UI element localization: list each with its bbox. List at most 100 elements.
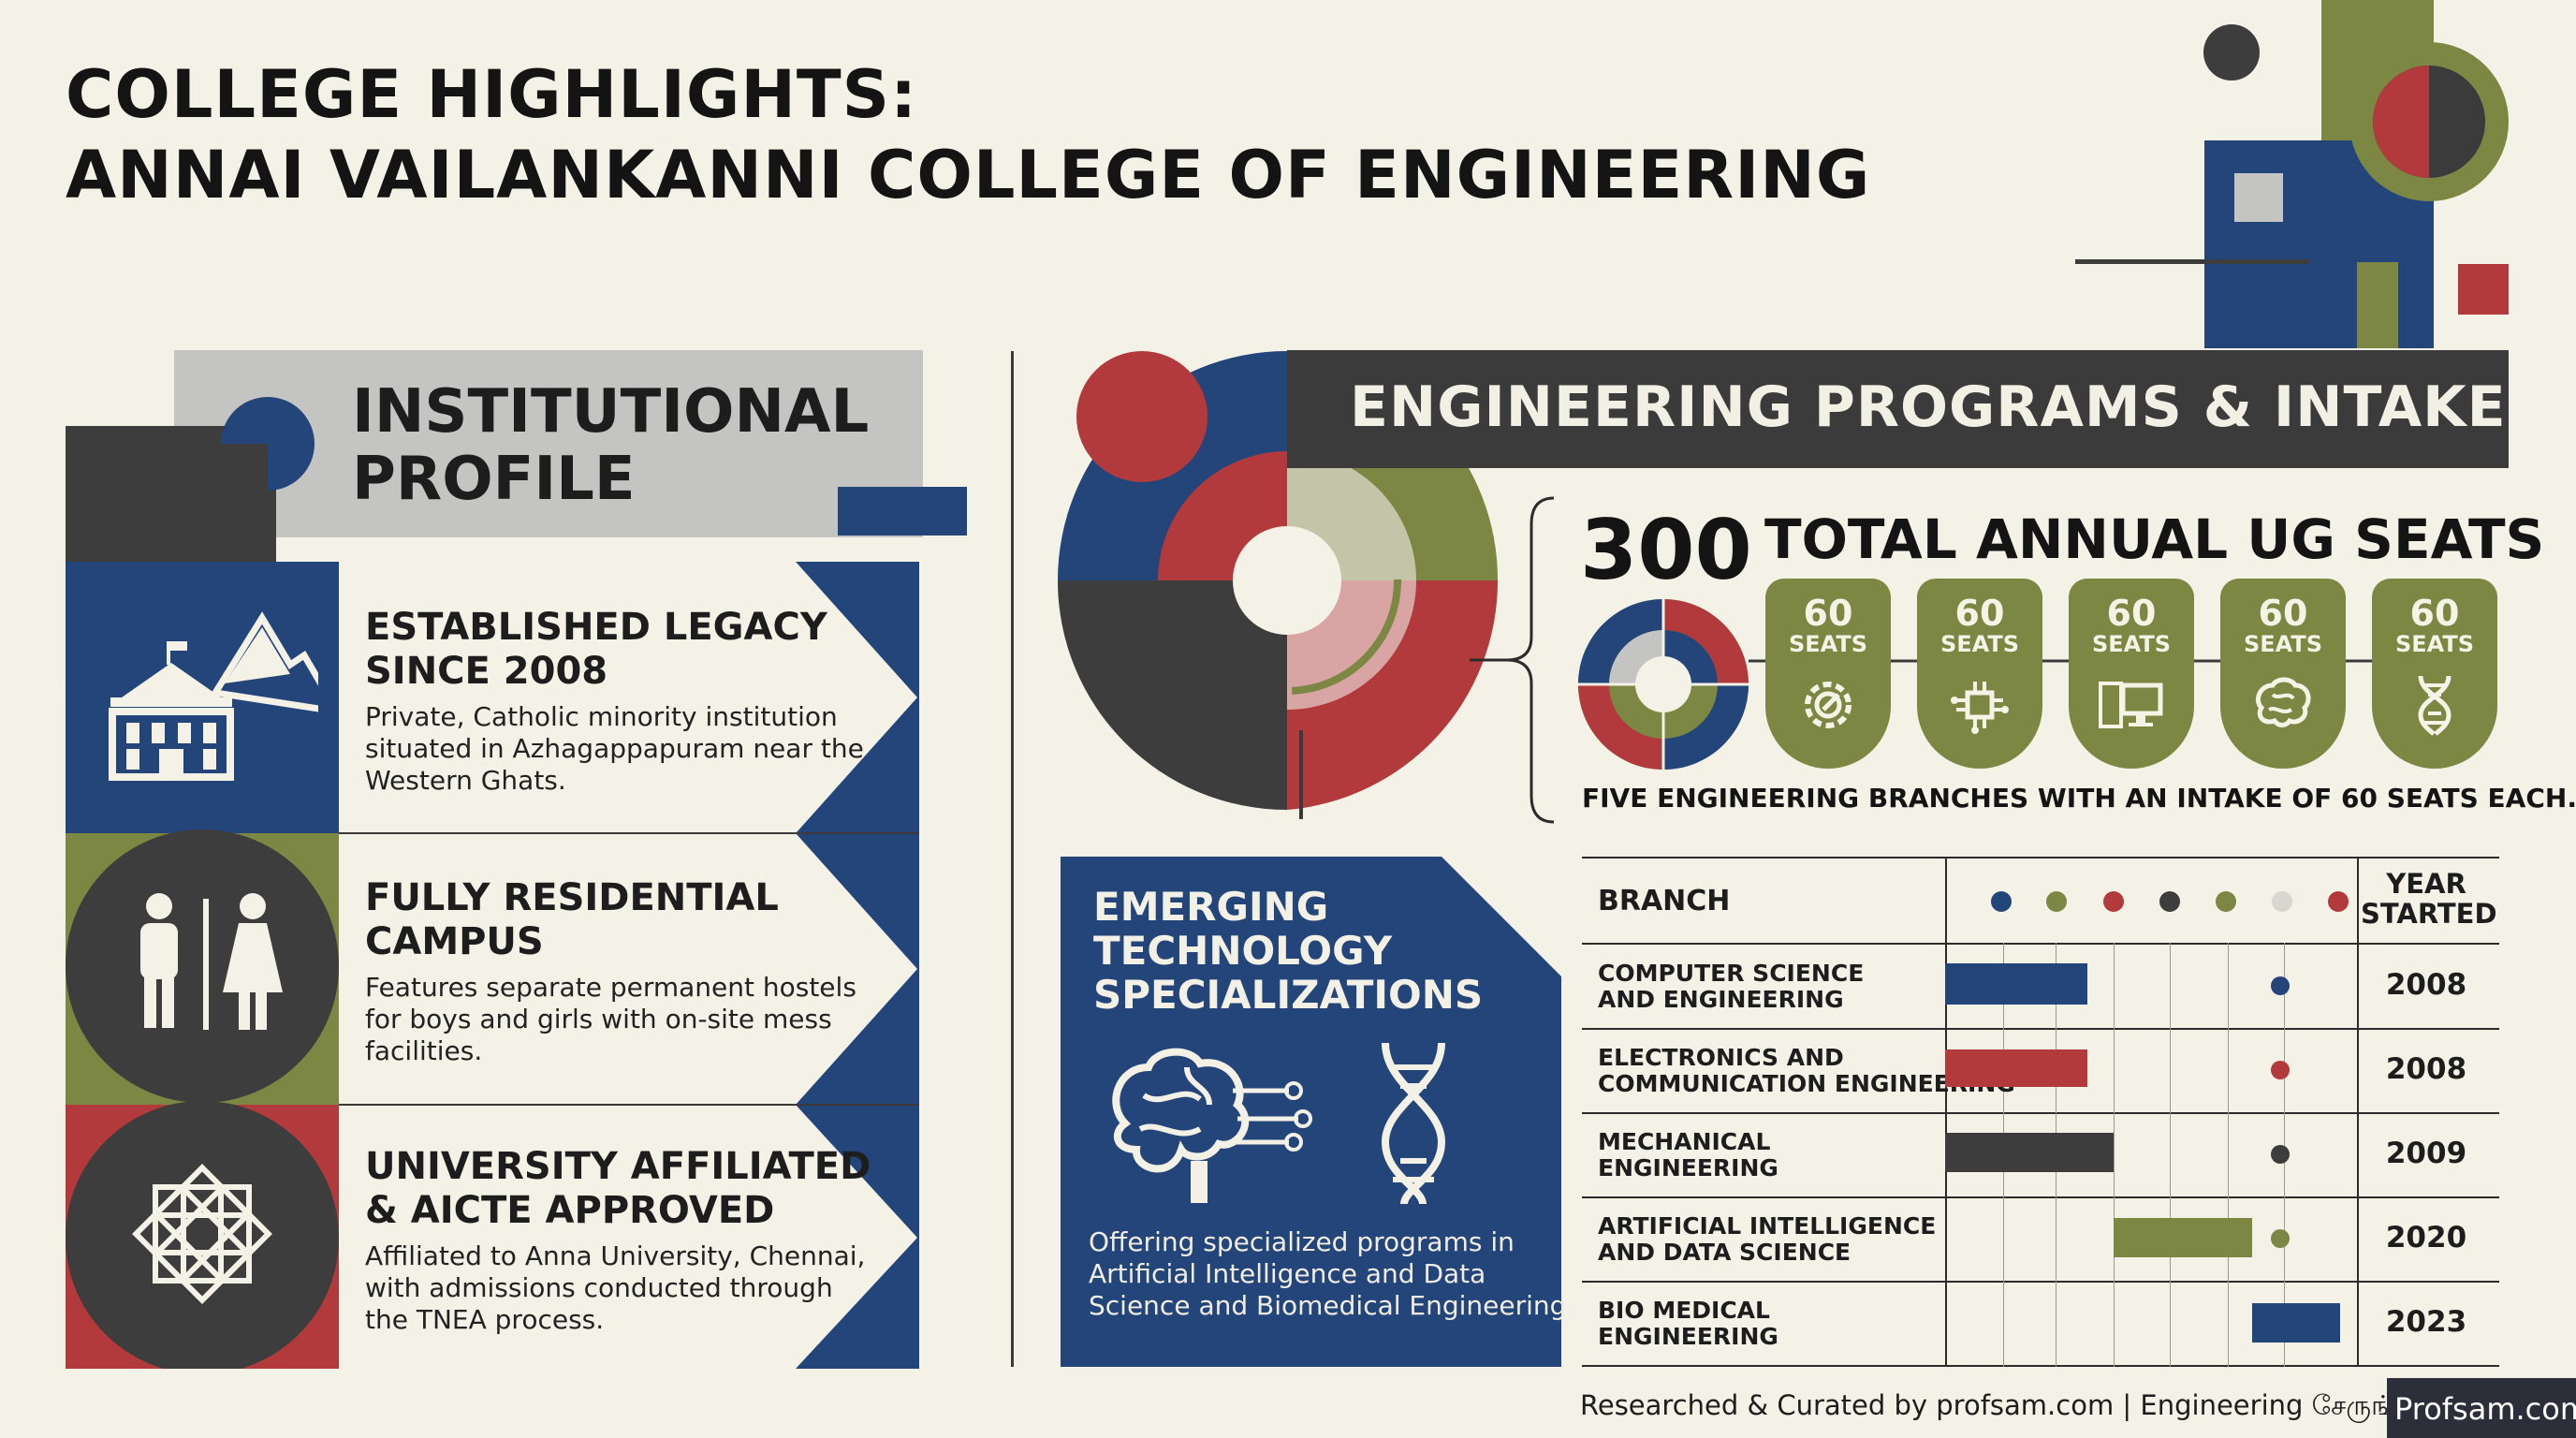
profile-header-navy-block: [838, 487, 967, 536]
timeline-bar: [2252, 1303, 2340, 1343]
card-desc-line: facilities.: [365, 1035, 483, 1066]
row-label-line: COMPUTER SCIENCE: [1598, 960, 1865, 987]
seat-badge-number: 60: [2258, 593, 2308, 634]
total-seats-label: TOTAL ANNUAL UG SEATS: [1764, 507, 2545, 571]
row-label-line: AND DATA SCIENCE: [1598, 1239, 1852, 1266]
table-row-year: 2023: [2385, 1305, 2467, 1339]
year-timeline: [1945, 963, 2340, 1343]
card-desc-line: Private, Catholic minority institution: [365, 701, 838, 732]
emerging-title-line: EMERGING: [1093, 884, 1329, 930]
emerging-tech-card: [1061, 857, 1561, 1367]
geometric-seal-icon: [132, 1164, 272, 1304]
card-desc-line: Affiliated to Anna University, Chennai,: [365, 1240, 866, 1271]
card-residential-title: FULLY RESIDENTIAL CAMPUS: [365, 876, 889, 964]
site-logo[interactable]: Profsam.com: [2387, 1378, 2576, 1438]
legend-dot: [2272, 891, 2292, 912]
seat-badge: 60 SEATS: [2220, 579, 2346, 769]
table-rule: [1582, 1196, 2499, 1198]
table-rule: [1582, 1028, 2499, 1030]
card-residential: FULLY RESIDENTIAL CAMPUS Features separa…: [365, 876, 889, 1067]
site-logo-text: Profsam.com: [2394, 1391, 2576, 1427]
dna-helix-icon: [1381, 1042, 1446, 1205]
card-title-line: ESTABLISHED LEGACY: [365, 606, 827, 649]
row-label-line: AND ENGINEERING: [1598, 986, 1844, 1013]
bracket-connector: [1470, 496, 1555, 824]
seat-badge-number: 60: [2409, 593, 2460, 634]
seat-badge: 60 SEATS: [2372, 579, 2497, 769]
table-row-year: 2008: [2385, 968, 2467, 1002]
brain-icon: [2256, 677, 2311, 727]
col-year-header-line: YEAR: [2386, 868, 2466, 900]
seat-badge-number: 60: [1803, 593, 1853, 634]
column-divider: [1011, 351, 1014, 1367]
computer-icon: [2099, 682, 2163, 728]
row-label-line: ENGINEERING: [1598, 1154, 1778, 1181]
card-desc-line: the TNEA process.: [365, 1304, 605, 1335]
table-rule: [1582, 1112, 2499, 1114]
row-label-line: MECHANICAL: [1598, 1128, 1771, 1155]
grid-line: [2170, 943, 2171, 1367]
card-affiliated-desc: Affiliated to Anna University, Chennai, …: [365, 1240, 889, 1336]
emerging-desc-line: Artificial Intelligence and Data: [1089, 1258, 1486, 1289]
card-desc-line: Western Ghats.: [365, 765, 566, 796]
card-title-line: UNIVERSITY AFFILIATED: [365, 1145, 871, 1188]
col-branch-header: BRANCH: [1598, 885, 1731, 917]
timeline-dot: [2271, 1061, 2290, 1079]
card-desc-line: for boys and girls with on-site mess: [365, 1004, 832, 1034]
timeline-dot: [2271, 1145, 2290, 1164]
emerging-card-corner: [1442, 857, 1563, 978]
table-rule: [1582, 1281, 2499, 1283]
page-title: COLLEGE HIGHLIGHTS: ANNAI VAILANKANNI CO…: [66, 54, 1870, 215]
seat-badge-unit: SEATS: [1788, 631, 1868, 657]
card-residential-desc: Features separate permanent hostels for …: [365, 972, 889, 1067]
card-title-line: SINCE 2008: [365, 650, 608, 693]
seat-badge: 60 SEATS: [2069, 579, 2194, 769]
legend-dot: [2046, 891, 2067, 912]
gear-icon: [1805, 682, 1852, 728]
decorative-geometry: [2075, 0, 2509, 348]
legend-dot: [2328, 891, 2349, 912]
grid-line: [2114, 943, 2115, 1367]
card-desc-line: with admissions conducted through: [365, 1272, 833, 1303]
table-row-label: MECHANICAL ENGINEERING: [1598, 1129, 1778, 1181]
table-row-label: COMPUTER SCIENCE AND ENGINEERING: [1598, 961, 1864, 1013]
emerging-desc-line: Science and Biomedical Engineering.: [1089, 1290, 1575, 1321]
col-year-header-line: STARTED: [2361, 898, 2497, 930]
card-affiliated: UNIVERSITY AFFILIATED & AICTE APPROVED A…: [365, 1145, 889, 1336]
total-seats-number: 300: [1580, 502, 1752, 598]
profile-heading: INSTITUTIONAL PROFILE: [352, 378, 869, 513]
card-title-line: FULLY RESIDENTIAL: [365, 876, 779, 919]
timeline-bar: [1945, 1133, 2114, 1172]
programs-header-bar: [1287, 350, 2509, 468]
card-title-line: & AICTE APPROVED: [365, 1189, 775, 1232]
seat-badge-unit: SEATS: [2091, 631, 2172, 657]
timeline-dot: [2271, 1229, 2290, 1248]
timeline-dot: [2271, 976, 2290, 995]
seat-badge-unit: SEATS: [2243, 631, 2323, 657]
mini-ring-graphic: [1578, 599, 1749, 770]
emerging-tech-desc: Offering specialized programs in Artific…: [1089, 1226, 1574, 1322]
timeline-bar: [1945, 963, 2087, 1005]
title-line1: COLLEGE HIGHLIGHTS:: [66, 56, 918, 133]
table-divider: [1945, 857, 1947, 1367]
footer-credit: Researched & Curated by profsam.com | En…: [1580, 1389, 2413, 1421]
emerging-title-line: TECHNOLOGY: [1093, 928, 1393, 974]
programs-heading: ENGINEERING PROGRAMS & INTAKE: [1350, 374, 2507, 440]
row-label-line: ELECTRONICS AND: [1598, 1044, 1844, 1071]
timeline-bar: [2114, 1218, 2252, 1257]
circuit-chip-icon: [1951, 682, 2009, 734]
profile-heading-line2: PROFILE: [352, 445, 636, 514]
table-divider: [2357, 857, 2359, 1367]
table-rule: [1582, 857, 2499, 858]
row-label-line: BIO MEDICAL: [1598, 1297, 1770, 1324]
legend-dot: [2159, 891, 2180, 912]
profile-heading-line1: INSTITUTIONAL: [352, 377, 870, 447]
seat-badge-unit: SEATS: [2394, 631, 2475, 657]
seat-badge-number: 60: [1954, 593, 2005, 634]
row-label-line: ARTIFICIAL INTELLIGENCE: [1598, 1212, 1937, 1240]
title-line2: ANNAI VAILANKANNI COLLEGE OF ENGINEERING: [66, 137, 1871, 213]
table-rule: [1582, 1365, 2499, 1367]
brain-circuit-icon: [1112, 1048, 1312, 1203]
seat-badge-unit: SEATS: [1939, 631, 2020, 657]
table-row-year: 2009: [2385, 1137, 2467, 1170]
